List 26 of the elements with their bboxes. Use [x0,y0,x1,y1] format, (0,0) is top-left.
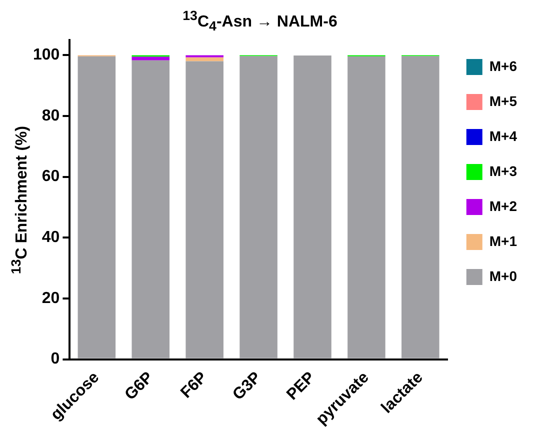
legend-label: M+3 [489,162,518,179]
bar [132,60,170,358]
legend-label: M+6 [489,58,518,74]
chart-title: $^{13}$C$_{4}$-Asn → NALM-6 [182,8,338,34]
y-tick-label: 60 [42,168,60,186]
bar [402,56,440,358]
bar [186,57,224,62]
x-tick-label: G3P [230,368,265,404]
legend-label: M+4 [489,128,518,144]
bar [186,61,224,358]
bar [240,56,278,358]
bar [132,56,170,60]
x-tick-label: F6P [178,368,211,402]
legend-label: M+1 [489,232,518,249]
legend-label: M+0 [489,268,518,284]
y-tick-label: 80 [42,107,60,124]
x-tick-label: G6P [122,368,157,404]
legend-label: M+5 [489,92,518,109]
y-tick-label: 20 [42,290,60,307]
bar [294,56,332,358]
bar [348,56,386,358]
bar [78,56,116,358]
legend-label: M+2 [489,198,518,214]
y-tick-label: 0 [50,350,60,368]
y-tick-label: 40 [42,229,60,246]
y-tick-label: 100 [32,46,60,64]
